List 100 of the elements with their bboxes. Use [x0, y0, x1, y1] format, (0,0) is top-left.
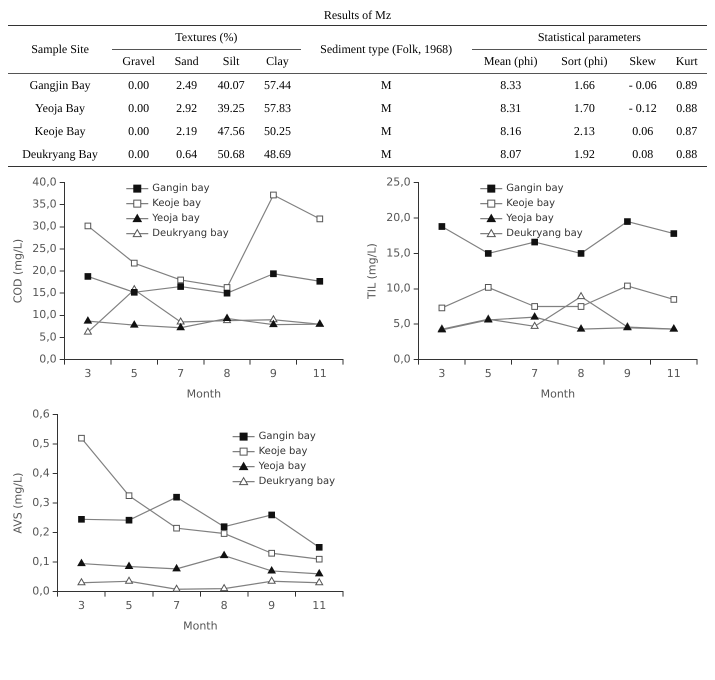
- y-tick-label: 40,0: [32, 175, 57, 188]
- text: 8.16: [499, 123, 522, 140]
- text: 39.25: [216, 100, 246, 117]
- y-tick-label: 0,4: [32, 466, 50, 480]
- text: 0.64: [175, 146, 198, 163]
- y-tick-label: 0,6: [32, 407, 50, 420]
- x-axis-title: Month: [183, 619, 218, 632]
- text: Sediment type (Folk, 1968): [319, 41, 454, 58]
- x-tick-label: 7: [173, 599, 180, 612]
- text: 0.88: [675, 100, 698, 117]
- y-tick-label: 20,0: [386, 210, 411, 224]
- x-tick-label: 9: [268, 599, 276, 612]
- y-tick-label: 0,5: [32, 436, 50, 450]
- legend-label: Yeoja bay: [505, 213, 554, 224]
- text: 50.68: [216, 146, 246, 163]
- y-tick-label: 25,0: [32, 242, 57, 255]
- y-tick-label: 15,0: [386, 246, 411, 260]
- y-tick-label: 0,3: [32, 496, 50, 509]
- x-tick-label: 7: [531, 367, 538, 380]
- text: 0.06: [631, 123, 654, 140]
- x-tick-label: 5: [484, 367, 492, 380]
- x-tick-label: 9: [624, 367, 631, 380]
- text: 1.92: [572, 146, 596, 163]
- text: Gravel: [121, 53, 156, 70]
- y-axis-title: COD (mg/L): [11, 238, 24, 304]
- legend-label: Keoje bay: [506, 198, 556, 210]
- x-tick-label: 11: [666, 367, 681, 380]
- text: M: [380, 123, 392, 140]
- y-tick-label: 10,0: [386, 282, 411, 295]
- x-tick-label: 8: [578, 367, 585, 380]
- text: 0.87: [675, 123, 698, 140]
- text: Deukryang Bay: [21, 146, 99, 163]
- legend-label: Deukryang bay: [258, 476, 336, 488]
- y-tick-label: 35,0: [32, 198, 57, 211]
- text: 2.13: [572, 123, 596, 140]
- text: Statistical parameters: [472, 26, 707, 50]
- x-tick-label: 8: [224, 367, 231, 380]
- y-tick-label: 5,0: [393, 317, 411, 330]
- text: M: [380, 77, 392, 94]
- text: 50.25: [262, 123, 292, 140]
- text: Sample Site: [30, 41, 90, 58]
- y-tick-label: 5,0: [39, 330, 57, 344]
- text: 2.49: [175, 77, 198, 94]
- x-tick-label: 3: [84, 367, 92, 380]
- y-tick-label: 25,0: [386, 175, 411, 188]
- text: Mean (phi): [482, 53, 539, 70]
- text: Keoje Bay: [34, 123, 87, 140]
- text: - 0.12: [628, 100, 658, 117]
- text: 57.83: [262, 100, 292, 117]
- legend-label: Yeoja bay: [258, 461, 306, 472]
- text: 8.31: [499, 100, 522, 117]
- text: 40.07: [216, 77, 246, 94]
- y-tick-label: 20,0: [32, 264, 57, 277]
- x-tick-label: 5: [126, 599, 133, 612]
- text: Skew: [628, 53, 658, 70]
- text: Sort (phi): [560, 53, 609, 70]
- x-tick-label: 3: [78, 599, 85, 612]
- y-axis-title: AVS (mg/L): [11, 472, 24, 534]
- text: M: [380, 100, 392, 117]
- text: 0.00: [127, 100, 150, 117]
- x-tick-label: 11: [312, 599, 326, 612]
- text: 0.89: [675, 77, 698, 94]
- text: 8.07: [499, 146, 522, 163]
- text: 0.08: [631, 146, 654, 163]
- text: Textures (%): [112, 26, 301, 50]
- y-tick-label: 0,0: [32, 584, 50, 598]
- y-axis-title: TIL (mg/L): [365, 243, 378, 300]
- text: Gangjin Bay: [28, 77, 92, 94]
- text: Clay: [265, 53, 290, 70]
- legend-label: Gangin bay: [506, 183, 564, 194]
- text: 0.00: [127, 146, 150, 163]
- y-tick-label: 0,2: [32, 525, 50, 538]
- text: 0.00: [127, 77, 150, 94]
- legend-label: Gangin bay: [152, 183, 210, 194]
- y-tick-label: 10,0: [32, 308, 57, 322]
- text: 0.00: [127, 123, 150, 140]
- x-tick-label: 11: [312, 367, 327, 380]
- legend-label: Keoje bay: [258, 446, 308, 458]
- text: Sand: [174, 53, 200, 70]
- text: 2.92: [175, 100, 198, 117]
- x-tick-label: 9: [270, 367, 277, 380]
- x-tick-label: 3: [438, 367, 446, 380]
- text: Silt: [222, 53, 240, 70]
- text: 1.66: [572, 77, 596, 94]
- text: M: [380, 146, 392, 163]
- text: 2.19: [175, 123, 198, 140]
- text: - 0.06: [628, 77, 658, 94]
- y-tick-label: 15,0: [32, 286, 57, 300]
- legend-label: Gangin bay: [258, 431, 316, 442]
- x-tick-label: 8: [220, 599, 228, 612]
- text: 8.33: [499, 77, 522, 94]
- text: Yeoja Bay: [34, 100, 86, 117]
- text: 47.56: [216, 123, 246, 140]
- y-tick-label: 0,0: [39, 352, 57, 366]
- y-tick-label: 0,0: [393, 352, 411, 366]
- legend-label: Yeoja bay: [151, 213, 200, 224]
- x-axis-title: Month: [540, 387, 576, 400]
- text: Results of Mz: [322, 8, 392, 23]
- legend-label: Deukryang bay: [506, 228, 583, 240]
- y-tick-label: 30,0: [32, 220, 57, 233]
